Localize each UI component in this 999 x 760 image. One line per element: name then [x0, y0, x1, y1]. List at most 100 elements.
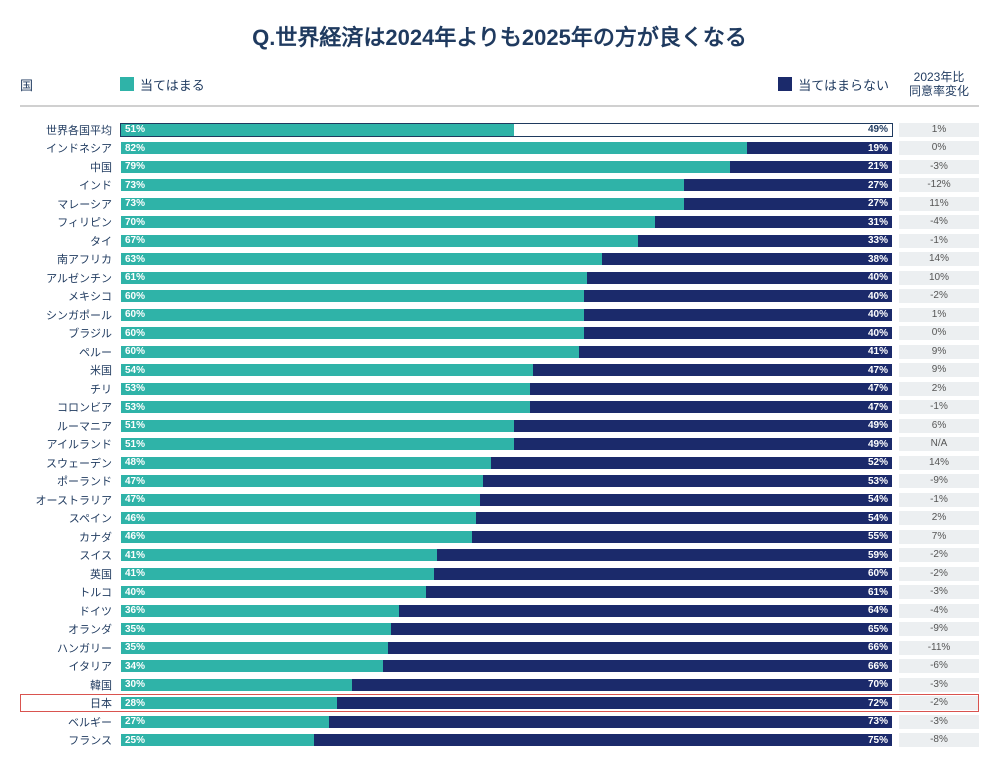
bar-disagree: 52% [491, 457, 892, 469]
data-row: ハンガリー35%66%-11% [20, 639, 979, 657]
bar-disagree: 41% [579, 346, 892, 358]
bar-wrap: 48%52% [120, 456, 893, 470]
bar-wrap: 41%59% [120, 548, 893, 562]
row-label: オランダ [20, 621, 120, 637]
bar-wrap: 53%47% [120, 382, 893, 396]
bar-wrap: 46%54% [120, 511, 893, 525]
bar-agree: 34% [121, 660, 383, 672]
bar-wrap: 30%70% [120, 678, 893, 692]
bar-disagree: 49% [514, 124, 892, 136]
data-row: 日本28%72% -2% [20, 694, 979, 712]
row-label: 日本 [20, 695, 120, 711]
data-row: コロンビア53%47%-1% [20, 398, 979, 416]
data-row: タイ67%33% -1% [20, 232, 979, 250]
bar-wrap: 51%49% [120, 419, 893, 433]
bar-disagree: 40% [584, 309, 892, 321]
bar-agree: 79% [121, 161, 730, 173]
row-label: アルゼンチン [20, 270, 120, 286]
bar-disagree: 70% [352, 679, 892, 691]
bar-disagree: 66% [383, 660, 892, 672]
legend-agree-swatch [120, 77, 134, 91]
bar-agree: 46% [121, 512, 476, 524]
row-change: -2% [899, 696, 979, 710]
bar-agree: 73% [121, 198, 684, 210]
bar-wrap: 34%66% [120, 659, 893, 673]
row-label: マレーシア [20, 196, 120, 212]
row-label: 南アフリカ [20, 251, 120, 267]
data-row: ベルギー27%73%-3% [20, 713, 979, 731]
data-row: トルコ40%61%-3% [20, 583, 979, 601]
row-change: -1% [899, 234, 979, 248]
bar-wrap: 41%60% [120, 567, 893, 581]
bar-agree: 53% [121, 401, 530, 413]
data-row: ルーマニア51%49%6% [20, 417, 979, 435]
row-change: 1% [899, 123, 979, 137]
bar-disagree: 47% [530, 383, 892, 395]
bar-wrap: 35%65% [120, 622, 893, 636]
bar-disagree: 38% [602, 253, 892, 265]
bar-wrap: 60%40% [120, 289, 893, 303]
bar-agree: 67% [121, 235, 638, 247]
row-label: タイ [20, 233, 120, 249]
bar-wrap: 28%72% [120, 696, 893, 710]
legend-disagree-swatch [778, 77, 792, 91]
row-change: -2% [899, 567, 979, 581]
bar-disagree: 72% [337, 697, 892, 709]
bar-agree: 73% [121, 179, 684, 191]
row-change: -3% [899, 715, 979, 729]
bar-wrap: 25%75% [120, 733, 893, 747]
bar-agree: 27% [121, 716, 329, 728]
row-change: 2% [899, 382, 979, 396]
bar-agree: 30% [121, 679, 352, 691]
row-label: シンガポール [20, 307, 120, 323]
bar-disagree: 40% [584, 327, 892, 339]
row-change: 7% [899, 530, 979, 544]
bar-agree: 63% [121, 253, 602, 265]
header-change-label: 2023年比 同意率変化 [899, 70, 979, 99]
data-row: カナダ46%55%7% [20, 528, 979, 546]
bar-disagree: 59% [437, 549, 892, 561]
row-label: イタリア [20, 658, 120, 674]
row-change: -3% [899, 160, 979, 174]
row-label: カナダ [20, 529, 120, 545]
bar-wrap: 53%47% [120, 400, 893, 414]
bar-disagree: 55% [472, 531, 892, 543]
bar-agree: 35% [121, 623, 391, 635]
data-row: メキシコ60%40%-2% [20, 287, 979, 305]
bar-agree: 47% [121, 475, 483, 487]
row-label: 世界各国平均 [20, 122, 120, 138]
bar-wrap: 27%73% [120, 715, 893, 729]
bar-wrap: 60%40% [120, 326, 893, 340]
bar-wrap: 79%21% [120, 160, 893, 174]
row-label: ポーランド [20, 473, 120, 489]
bar-agree: 60% [121, 346, 579, 358]
bar-wrap: 60%40% [120, 308, 893, 322]
bar-agree: 48% [121, 457, 491, 469]
bar-disagree: 53% [483, 475, 892, 487]
bar-disagree: 31% [655, 216, 892, 228]
row-label: チリ [20, 381, 120, 397]
row-change: -8% [899, 733, 979, 747]
row-change: -9% [899, 622, 979, 636]
header-country-label: 国 [20, 75, 120, 94]
data-row: ポーランド47%53% -9% [20, 472, 979, 490]
row-change: -6% [899, 659, 979, 673]
data-row: フィリピン70%31%-4% [20, 213, 979, 231]
data-row: 南アフリカ63%38%14% [20, 250, 979, 268]
bar-disagree: 33% [638, 235, 892, 247]
legend-disagree: 当てはまらない [778, 75, 889, 94]
bar-wrap: 51%49% [120, 123, 893, 137]
row-label: アイルランド [20, 436, 120, 452]
header-change-line2: 同意率変化 [899, 84, 979, 98]
chart-title: Q.世界経済は2024年よりも2025年の方が良くなる [20, 20, 979, 52]
bar-agree: 41% [121, 549, 437, 561]
bar-disagree: 75% [314, 734, 892, 746]
row-label: ルーマニア [20, 418, 120, 434]
bar-wrap: 47%54% [120, 493, 893, 507]
row-change: -9% [899, 474, 979, 488]
row-label: ハンガリー [20, 640, 120, 656]
legend-agree: 当てはまる [120, 75, 778, 94]
bar-agree: 53% [121, 383, 530, 395]
data-row: ペルー60%41%9% [20, 343, 979, 361]
bar-disagree: 60% [434, 568, 892, 580]
